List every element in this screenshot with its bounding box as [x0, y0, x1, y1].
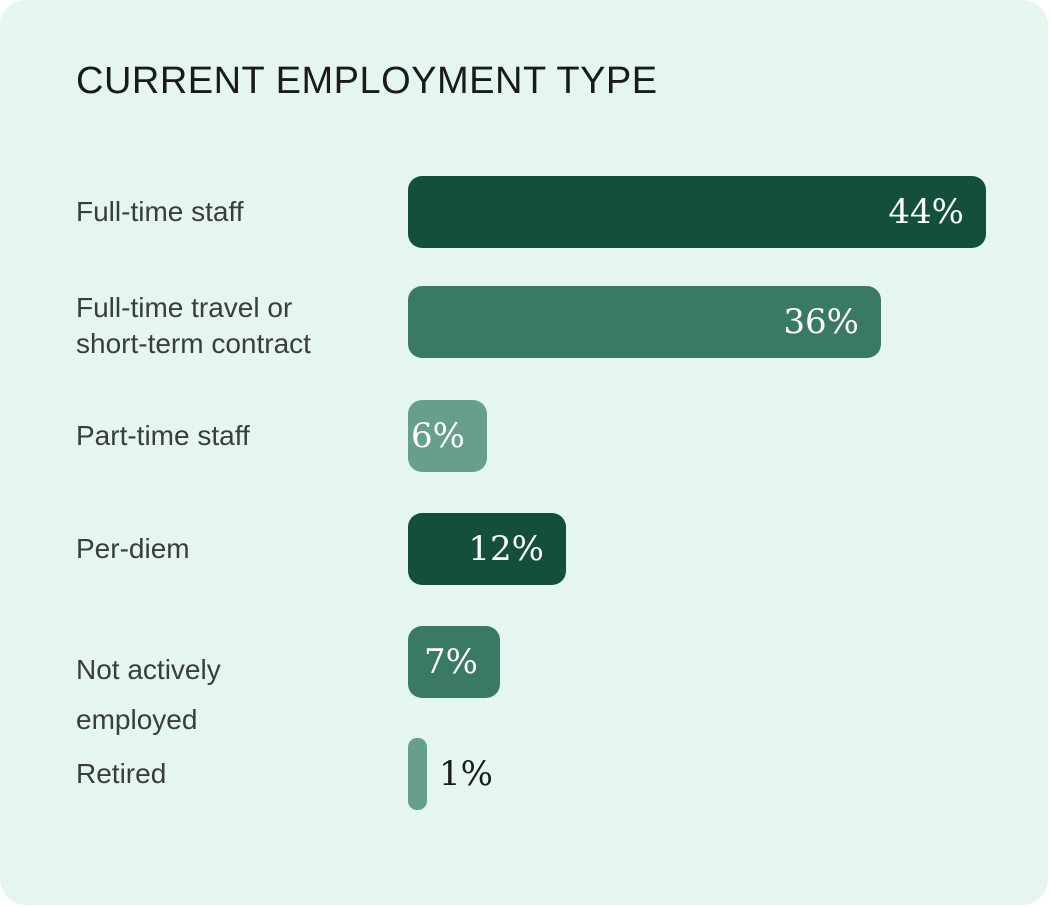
value-label: 44%	[888, 192, 964, 232]
value-label: 12%	[468, 529, 544, 569]
bar	[408, 400, 487, 472]
category-label: Full-time travel or short-term contract	[76, 292, 311, 359]
chart-title: CURRENT EMPLOYMENT TYPE	[76, 60, 658, 102]
value-label: 36%	[783, 302, 859, 342]
category-label: Not actively employed	[76, 654, 221, 735]
bar	[408, 286, 881, 358]
bar	[408, 513, 566, 585]
bar	[408, 738, 427, 810]
value-label: 7%	[424, 642, 478, 682]
value-label: 1%	[439, 754, 493, 794]
category-label: Per-diem	[76, 533, 190, 564]
category-label: Retired	[76, 758, 167, 789]
category-label: Full-time staff	[76, 196, 244, 227]
value-label: 6%	[411, 416, 465, 456]
bar	[408, 176, 986, 248]
bar	[408, 626, 500, 698]
category-label: Part-time staff	[76, 420, 250, 451]
